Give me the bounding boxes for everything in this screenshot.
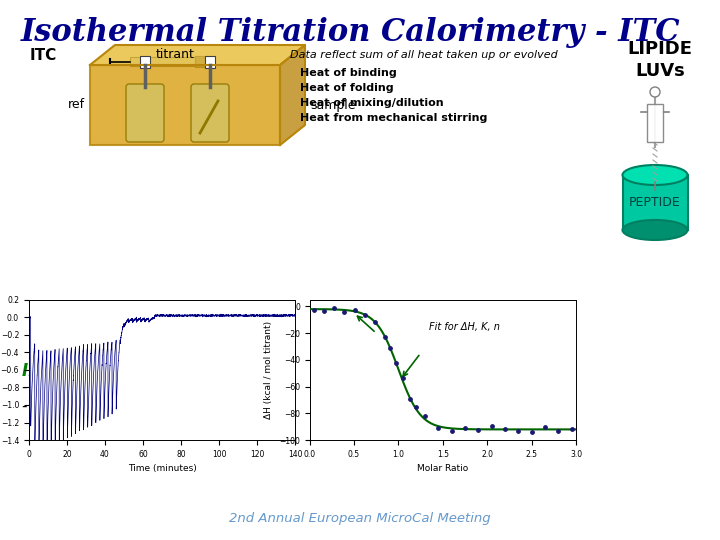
- X-axis label: Molar Ratio: Molar Ratio: [417, 464, 469, 474]
- Point: [369, 318, 381, 327]
- Text: Fit for ΔH, K, n: Fit for ΔH, K, n: [429, 322, 500, 333]
- Point: [499, 425, 510, 434]
- Bar: [205, 56, 215, 68]
- Bar: [647, 104, 663, 142]
- Point: [308, 305, 320, 314]
- X-axis label: Time (minutes): Time (minutes): [127, 464, 197, 474]
- Text: Isothermal Titration Calorimetry - ITC: Isothermal Titration Calorimetry - ITC: [20, 17, 680, 48]
- Point: [552, 426, 564, 435]
- Point: [513, 427, 524, 435]
- Text: Heat of folding: Heat of folding: [300, 83, 394, 93]
- Bar: [130, 57, 195, 66]
- Text: Information obtained:: Information obtained:: [22, 362, 228, 380]
- Text: sample: sample: [310, 98, 356, 111]
- Point: [397, 374, 409, 382]
- Y-axis label: ΔH (kcal / mol titrant): ΔH (kcal / mol titrant): [264, 321, 274, 419]
- Text: ref: ref: [68, 98, 85, 111]
- Ellipse shape: [623, 165, 688, 185]
- Point: [379, 332, 391, 341]
- Text: ΔG = -RT ln.K: ΔG = -RT ln.K: [390, 362, 502, 380]
- Point: [328, 303, 340, 312]
- Point: [349, 306, 361, 315]
- Polygon shape: [90, 45, 305, 65]
- Bar: [623, 175, 688, 230]
- Text: - Indirectly: ΔG, ΔS et ΔCp: - Indirectly: ΔG, ΔS et ΔCp: [22, 399, 221, 414]
- Point: [359, 311, 371, 320]
- Bar: [195, 56, 209, 67]
- Text: LIPIDE
LUVs: LIPIDE LUVs: [628, 40, 693, 80]
- Text: ΔG = ΔH - TΔS: ΔG = ΔH - TΔS: [390, 382, 511, 400]
- Text: 2nd Annual European MicroCal Meeting: 2nd Annual European MicroCal Meeting: [229, 512, 491, 525]
- Text: Data reflect sum of all heat taken up or evolved: Data reflect sum of all heat taken up or…: [290, 50, 558, 60]
- Text: PEPTIDE: PEPTIDE: [629, 196, 681, 209]
- Point: [419, 412, 431, 421]
- Point: [472, 426, 484, 435]
- Ellipse shape: [623, 220, 688, 240]
- Point: [486, 421, 498, 430]
- Point: [410, 402, 422, 411]
- Point: [539, 423, 551, 431]
- Point: [459, 424, 471, 433]
- Text: - Directely: ΔH, K, n;: - Directely: ΔH, K, n;: [22, 380, 176, 395]
- Point: [338, 307, 350, 316]
- Polygon shape: [280, 45, 305, 145]
- Text: ITC: ITC: [30, 48, 58, 63]
- Point: [433, 423, 444, 432]
- Text: ΔCp = dH/dT: ΔCp = dH/dT: [390, 402, 497, 420]
- FancyBboxPatch shape: [191, 84, 229, 142]
- Circle shape: [650, 87, 660, 97]
- Text: Heat of mixing/dilution: Heat of mixing/dilution: [300, 98, 444, 108]
- Point: [566, 425, 577, 434]
- Bar: [90, 65, 280, 145]
- Point: [526, 427, 537, 436]
- Point: [446, 427, 457, 436]
- Point: [404, 394, 415, 403]
- Point: [384, 343, 395, 352]
- Text: titrant: titrant: [156, 48, 194, 61]
- Point: [318, 307, 330, 315]
- Text: Heat of binding: Heat of binding: [300, 68, 397, 78]
- FancyBboxPatch shape: [126, 84, 164, 142]
- Point: [390, 359, 402, 367]
- Text: Heat from mechanical stirring: Heat from mechanical stirring: [300, 113, 487, 123]
- Bar: [140, 56, 150, 68]
